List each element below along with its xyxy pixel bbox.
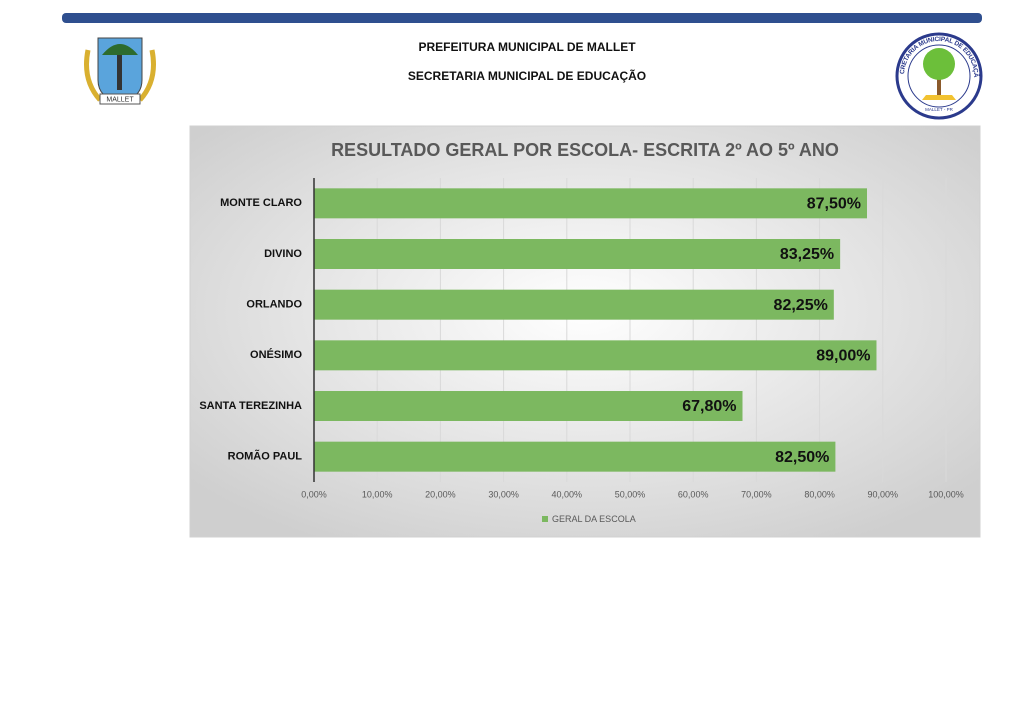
y-tick-label: ORLANDO (246, 299, 302, 311)
bar (314, 289, 834, 320)
value-label: 82,25% (774, 297, 828, 314)
y-tick-label: SANTA TEREZINHA (199, 400, 302, 412)
y-tick-label: DIVINO (264, 248, 302, 260)
value-label: 67,80% (682, 398, 736, 415)
x-tick-label: 100,00% (928, 489, 964, 499)
top-bar (62, 13, 982, 23)
x-tick-label: 10,00% (362, 489, 393, 499)
legend-swatch (542, 516, 548, 522)
header-line: SECRETARIA MUNICIPAL DE EDUCAÇÃO (408, 68, 646, 83)
x-tick-label: 50,00% (615, 489, 646, 499)
chart-area (189, 125, 981, 538)
value-label: 83,25% (780, 246, 834, 263)
value-label: 82,50% (775, 449, 829, 466)
y-tick-label: ROMÃO PAUL (228, 450, 303, 463)
logo-text: MALLET (106, 96, 134, 103)
logo-text: MALLET - PR (925, 107, 953, 112)
x-tick-label: 80,00% (804, 489, 835, 499)
legend-label: GERAL DA ESCOLA (552, 514, 636, 524)
x-tick-label: 30,00% (488, 489, 519, 499)
value-label: 89,00% (816, 348, 870, 365)
x-tick-label: 70,00% (741, 489, 772, 499)
x-tick-label: 60,00% (678, 489, 709, 499)
bar (314, 340, 877, 371)
bar (314, 239, 841, 269)
value-label: 87,50% (807, 196, 861, 213)
left-logo: MALLET (84, 37, 156, 105)
logo-ring-text: SECRETARIA MUNICIPAL DE EDUCAÇÃO (0, 0, 981, 78)
bar (314, 391, 743, 421)
x-tick-label: 40,00% (552, 489, 583, 499)
x-tick-label: 90,00% (868, 489, 899, 499)
y-tick-label: ONÉSIMO (250, 348, 302, 361)
bar (314, 441, 836, 472)
logo-text: SECRETARIA MUNICIPAL DE EDUCAÇÃO (0, 0, 981, 78)
x-tick-label: 20,00% (425, 489, 456, 499)
header-line: PREFEITURA MUNICIPAL DE MALLET (418, 40, 636, 54)
chart-title: RESULTADO GERAL POR ESCOLA- ESCRITA 2º A… (331, 140, 839, 160)
plot: 0,00% 10,00% 20,00% 30,00% 40,00% 50,00% 60,00… (199, 178, 964, 524)
bar (314, 188, 867, 219)
x-tick-label: 0,00% (301, 489, 327, 499)
y-tick-label: MONTE CLARO (220, 197, 302, 209)
